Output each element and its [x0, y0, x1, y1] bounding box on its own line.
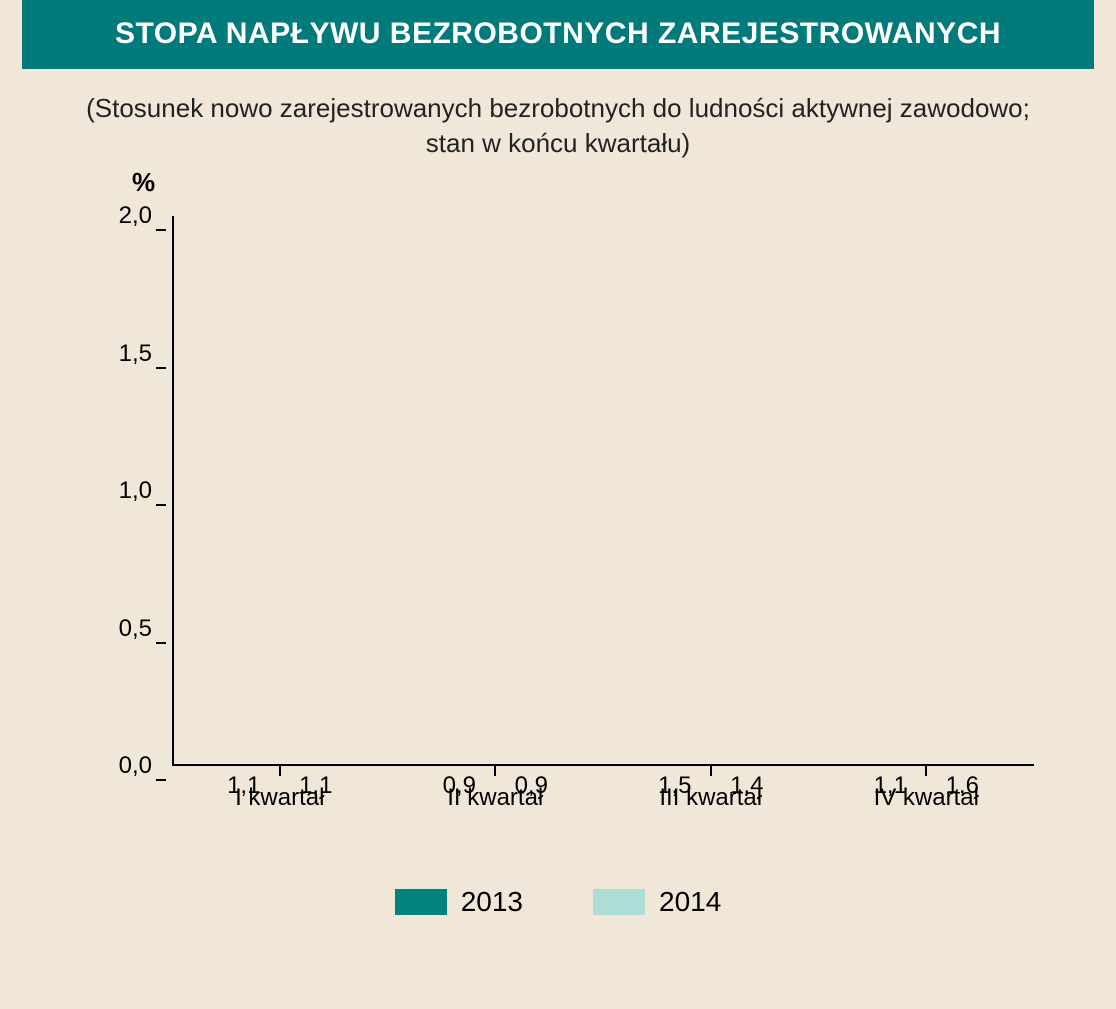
tick-mark — [710, 766, 712, 776]
y-tick: 2,0 — [92, 202, 152, 230]
x-tick: I kwartał — [200, 766, 360, 812]
legend-label: 2014 — [659, 886, 721, 918]
page: STOPA NAPŁYWU BEZROBOTNYCH ZAREJESTROWAN… — [0, 0, 1116, 1009]
tick-mark — [494, 766, 496, 776]
chart-subtitle: (Stosunek nowo zarejestrowanych bezrobot… — [82, 91, 1034, 161]
legend-swatch — [395, 889, 447, 915]
tick-mark — [156, 779, 166, 781]
y-tick: 0,5 — [92, 615, 152, 643]
tick-mark — [156, 504, 166, 506]
x-tick: III kwartał — [631, 766, 791, 812]
legend-item: 2014 — [593, 886, 721, 918]
y-axis-label: % — [132, 167, 1094, 198]
y-tick: 1,0 — [92, 477, 152, 505]
tick-mark — [156, 642, 166, 644]
chart-title: STOPA NAPŁYWU BEZROBOTNYCH ZAREJESTROWAN… — [22, 0, 1094, 69]
tick-mark — [156, 229, 166, 231]
chart-area: 0,00,51,01,52,0 1,11,10,90,91,51,41,11,6… — [82, 216, 1034, 816]
x-ticks: I kwartał II kwartał III kwartał IV kwartał — [172, 766, 1034, 816]
x-tick: IV kwartał — [846, 766, 1006, 812]
y-ticks: 0,00,51,01,52,0 — [100, 216, 160, 766]
legend: 2013 2014 — [22, 886, 1094, 918]
legend-swatch — [593, 889, 645, 915]
y-tick: 1,5 — [92, 340, 152, 368]
tick-mark — [925, 766, 927, 776]
plot-area: 1,11,10,90,91,51,41,11,6 — [172, 216, 1034, 766]
bar-groups: 1,11,10,90,91,51,41,11,6 — [172, 216, 1034, 764]
tick-mark — [156, 367, 166, 369]
legend-label: 2013 — [461, 886, 523, 918]
y-tick: 0,0 — [92, 752, 152, 780]
legend-item: 2013 — [395, 886, 523, 918]
tick-mark — [279, 766, 281, 776]
x-tick: II kwartał — [415, 766, 575, 812]
